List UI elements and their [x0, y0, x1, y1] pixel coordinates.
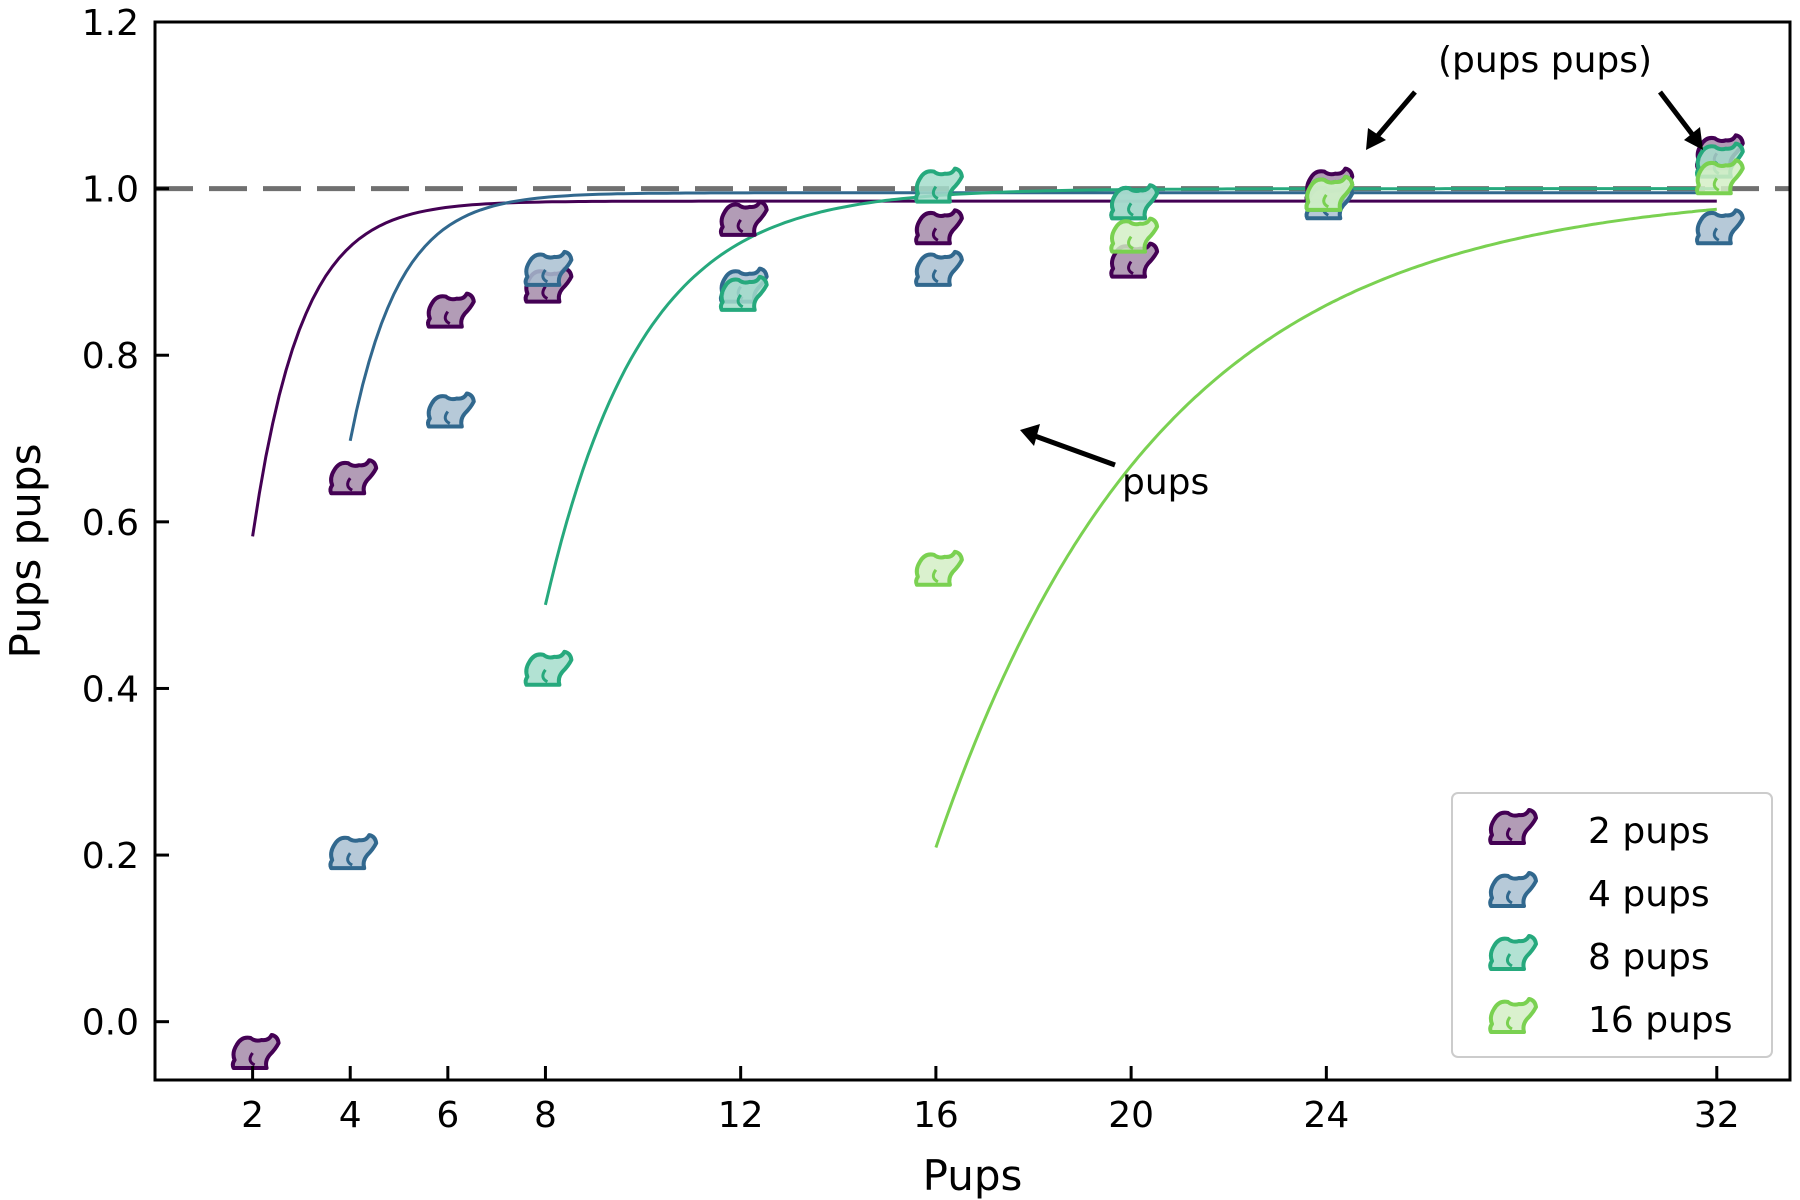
annotation-arrow-mid	[1034, 433, 1116, 468]
y-tick-label: 0.4	[82, 669, 139, 710]
pup-marker-detail	[931, 568, 939, 584]
x-tick-label: 20	[1108, 1095, 1154, 1136]
pup-marker-detail	[443, 310, 451, 325]
pup-legend-detail	[1505, 827, 1513, 842]
data-point-series3-4	[1109, 183, 1160, 221]
legend: 2 pups 4 pups 8 pups 16 pups	[1451, 792, 1773, 1058]
pup-marker-detail	[1712, 227, 1720, 242]
axes: 2 4 6 8 12 16 20 24 320.00.20.40.60.81.01.2	[82, 3, 1792, 1136]
annotation-top: (pups pups)	[1366, 40, 1703, 150]
pup-marker-detail	[736, 219, 744, 234]
pup-marker-detail	[346, 477, 353, 492]
fit-curve-2	[348, 191, 1717, 442]
annotation-arrowhead-mid	[1020, 424, 1040, 446]
legend-marker-2	[1488, 871, 1538, 908]
legend-label-4: 16 pups	[1588, 1000, 1733, 1041]
pup-legend-detail	[1505, 1016, 1513, 1031]
legend-frame	[1451, 792, 1773, 1058]
pup-marker-detail	[248, 1052, 256, 1067]
legend-marker-1	[1488, 808, 1538, 845]
legend-marker-4	[1488, 997, 1538, 1034]
pup-legend-detail	[1505, 890, 1513, 905]
legend-label-2: 4 pups	[1588, 874, 1710, 915]
y-tick-label: 0.8	[82, 336, 139, 377]
data-point-series1-3	[426, 291, 476, 329]
annotation-arrowhead-right	[1684, 127, 1703, 150]
legend-label-3: 8 pups	[1588, 937, 1710, 978]
annotation-mid-text: pups	[1122, 462, 1209, 503]
pup-marker-detail	[541, 668, 549, 684]
y-tick-label: 1.0	[82, 170, 139, 211]
data-point-series1-2	[328, 458, 379, 496]
axes-frame	[153, 20, 1792, 1082]
data-point-series1-4	[523, 266, 574, 304]
legend-label-1: 2 pups	[1588, 811, 1710, 852]
pup-marker-detail	[443, 410, 451, 425]
data-point-series3-1	[523, 649, 574, 687]
annotation-arrow-right	[1658, 90, 1697, 140]
data-point-series4-1	[914, 549, 964, 587]
pup-marker-detail	[1712, 177, 1720, 192]
data-point-series1-1	[230, 1033, 281, 1070]
fit-curve-1	[251, 199, 1717, 537]
pup-marker-detail	[346, 852, 353, 867]
x-tick-label: 32	[1694, 1095, 1740, 1136]
x-tick-label: 8	[534, 1095, 557, 1136]
annotation-mid: pups	[1020, 424, 1209, 503]
pup-legend-detail	[1505, 953, 1513, 968]
pup-marker-detail	[931, 269, 939, 284]
y-tick-label: 0.2	[82, 836, 139, 877]
y-axis-label: Pups pups	[1, 444, 50, 659]
pup-marker-detail	[1127, 235, 1134, 250]
x-tick-label: 12	[718, 1095, 764, 1136]
annotation-top-text: (pups pups)	[1438, 40, 1652, 81]
x-tick-label: 2	[241, 1095, 264, 1136]
data-point-series2-1	[328, 833, 379, 871]
pup-marker-detail	[541, 285, 549, 300]
fit-curve-4	[934, 207, 1717, 848]
data-point-series3-3	[914, 166, 964, 204]
legend-marker-3	[1488, 934, 1538, 971]
x-tick-label: 4	[339, 1095, 362, 1136]
y-tick-label: 0.0	[82, 1003, 139, 1044]
data-point-series2-2	[426, 391, 476, 429]
data-point-series1-7	[1109, 241, 1160, 279]
annotation-arrow-left	[1372, 90, 1417, 142]
data-point-series2-8	[1695, 208, 1745, 246]
x-tick-label: 6	[436, 1095, 459, 1136]
pup-marker-detail	[1127, 202, 1134, 217]
y-tick-label: 1.2	[82, 3, 139, 44]
pup-marker-detail	[931, 227, 939, 242]
pup-marker-detail	[1322, 194, 1330, 209]
x-axis-label: Pups	[923, 1151, 1023, 1200]
x-tick-label: 24	[1303, 1095, 1349, 1136]
plot-area	[155, 133, 1790, 1070]
data-point-series3-2	[718, 274, 769, 312]
data-point-series1-6	[914, 208, 964, 246]
annotation-arrowhead-left	[1366, 128, 1386, 150]
data-point-series1-5	[718, 199, 769, 237]
data-point-series4-4	[1695, 158, 1745, 196]
pup-marker-detail	[541, 269, 549, 284]
data-point-series2-3	[523, 249, 574, 287]
data-point-series4-3	[1304, 174, 1355, 212]
pup-marker-detail	[1127, 260, 1134, 275]
data-point-series4-2	[1109, 216, 1160, 254]
data-point-series2-5	[914, 249, 964, 287]
pup-marker-detail	[931, 185, 939, 200]
pup-marker-detail	[736, 294, 744, 309]
x-tick-label: 16	[913, 1095, 959, 1136]
y-tick-label: 0.6	[82, 503, 139, 544]
